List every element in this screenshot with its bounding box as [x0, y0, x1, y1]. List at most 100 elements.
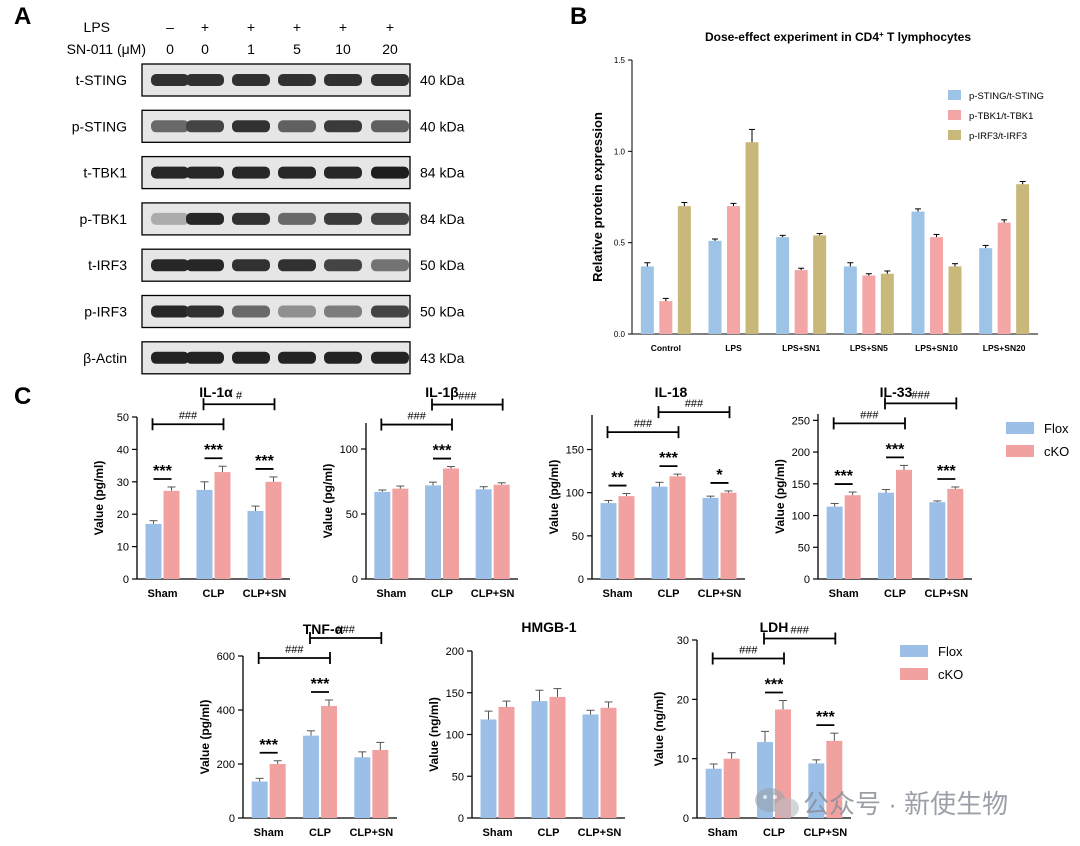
blot-band — [371, 74, 409, 86]
y-tick-label: 100 — [566, 488, 584, 500]
panel-letter-a: A — [14, 3, 31, 30]
chart-title: IL-1β — [425, 384, 459, 400]
significance-stars: *** — [937, 463, 956, 480]
blot-kda-label: 84 kDa — [420, 165, 465, 181]
bar — [251, 781, 268, 818]
blot-band — [186, 351, 224, 364]
blot-band — [324, 166, 362, 179]
bar — [947, 488, 964, 579]
blot-band — [186, 259, 224, 272]
blot-row: p-IRF3 50 kDa — [84, 294, 465, 329]
lps-mark: + — [339, 19, 347, 35]
bar — [247, 510, 264, 579]
hash-label: ### — [685, 398, 704, 410]
legend-label: p-STING/t-STING — [969, 91, 1044, 102]
blot-band — [371, 166, 409, 179]
blot-band — [371, 259, 409, 272]
lps-mark: + — [293, 19, 301, 35]
bar — [214, 472, 231, 579]
bar — [677, 206, 691, 334]
chart-title: IL-18 — [655, 384, 688, 400]
bar — [745, 142, 759, 334]
blot-band — [151, 259, 189, 272]
blot-band — [151, 351, 189, 364]
hash-label: ### — [860, 409, 879, 421]
bar — [196, 489, 213, 579]
significance-stars: *** — [255, 453, 274, 470]
hash-label: ### — [458, 391, 477, 403]
lps-mark: + — [386, 19, 394, 35]
blot-kda-label: 50 kDa — [420, 304, 465, 320]
significance-stars: *** — [433, 443, 452, 460]
blot-band — [232, 166, 270, 179]
blot-membrane — [141, 294, 411, 329]
bar — [392, 488, 409, 579]
blot-band — [278, 212, 316, 225]
x-tick-label: CLP — [309, 827, 331, 839]
chart-title: IL-33 — [880, 384, 913, 400]
y-tick-label: 50 — [572, 531, 584, 543]
bar — [862, 275, 876, 334]
bar — [808, 763, 825, 818]
blot-band — [232, 120, 270, 133]
blot-band — [278, 305, 316, 318]
x-tick-label: CLP+SN — [349, 827, 393, 839]
x-tick-label: CLP+SN — [924, 588, 968, 600]
y-tick-label: 0 — [458, 813, 464, 825]
chart-title: HMGB-1 — [521, 619, 576, 635]
chart-title: TNF-α — [303, 621, 344, 637]
chart-ylabel: Value (pg/ml) — [198, 700, 212, 775]
blot-protein-label: p-IRF3 — [84, 304, 127, 320]
x-tick-label: CLP — [538, 827, 560, 839]
chart-ylabel: Value (pg/ml) — [92, 461, 106, 536]
blot-band — [278, 351, 316, 364]
y-tick-label: 200 — [217, 759, 235, 771]
lps-mark: + — [247, 19, 255, 35]
significance-stars: * — [716, 467, 723, 484]
chart-ylabel: Value (pg/ml) — [321, 464, 335, 539]
bar — [896, 469, 912, 579]
y-tick-label: 100 — [340, 444, 358, 456]
y-tick-label: 50 — [117, 412, 129, 424]
panel-letter-c: C — [14, 383, 31, 410]
y-tick-label: 0 — [123, 574, 129, 586]
x-tick-label: Control — [651, 343, 681, 353]
blot-band — [232, 74, 270, 86]
bar — [911, 211, 925, 334]
watermark: 公众号 · 新使生物 — [755, 788, 1008, 819]
blot-row: t-TBK1 84 kDa — [83, 155, 465, 190]
legend-swatch — [948, 90, 961, 100]
blot-band — [232, 305, 270, 318]
x-tick-label: LPS+SN1 — [782, 343, 820, 353]
sn-dose-value: 10 — [335, 41, 351, 57]
legend-label: cKO — [938, 667, 963, 682]
bar — [374, 491, 391, 579]
legend-label: p-TBK1/t-TBK1 — [969, 111, 1033, 122]
chart-il1b: IL-1β Value (pg/ml) 0 50 100 Sham CLP *** CLP+SN… — [321, 384, 518, 600]
blot-band — [324, 351, 362, 364]
x-tick-label: CLP+SN — [803, 827, 847, 839]
blot-row: p-TBK1 84 kDa — [80, 202, 465, 236]
chart-il1a: IL-1α Value (pg/ml) 0 10 20 30 40 50 Sham *** CLP *… — [92, 384, 290, 600]
chart-title: LDH — [760, 619, 789, 635]
wechat-logo-icon — [755, 788, 799, 818]
significance-stars: *** — [816, 709, 835, 726]
blot-protein-label: p-STING — [72, 118, 127, 134]
sn-dose-value: 20 — [382, 41, 398, 57]
legend-label: Flox — [1044, 421, 1069, 436]
blot-band — [371, 351, 409, 364]
x-tick-label: LPS — [725, 343, 742, 353]
hash-label: ### — [634, 418, 653, 430]
blot-band — [186, 166, 224, 179]
y-tick-label: 400 — [217, 705, 235, 717]
y-tick-label: 200 — [792, 447, 810, 459]
hash-label: ### — [179, 410, 198, 422]
x-tick-label: CLP+SN — [471, 588, 515, 600]
significance-stars: *** — [765, 677, 784, 694]
y-tick-label: 10 — [117, 542, 129, 554]
chart-ylabel: Value (pg/ml) — [547, 460, 561, 535]
x-tick-label: CLP+SN — [578, 827, 622, 839]
chart-title: IL-1α — [199, 384, 233, 400]
